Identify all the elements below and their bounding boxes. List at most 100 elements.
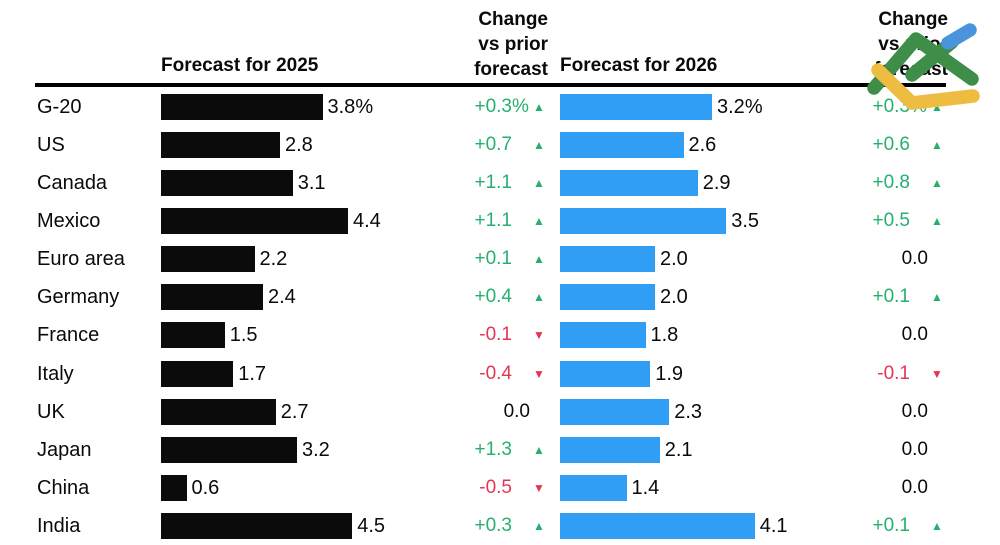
change-2026: +0.6	[800, 126, 910, 164]
value-number: 1.5	[229, 324, 258, 347]
down-arrow-icon: ▼	[533, 366, 545, 381]
table-row: G-20 3.8% +0.3% ▲ 3.2% +0.3% ▲	[0, 88, 1000, 126]
row-label: US	[37, 134, 65, 157]
value-2026: 2.3	[674, 393, 702, 431]
change-2025: +0.3%	[400, 88, 528, 126]
table-row: China 0.6 -0.5 ▼ 1.4 0.0	[0, 469, 1000, 507]
change-number: 0.0	[901, 248, 928, 270]
up-arrow-icon: ▲	[533, 290, 545, 305]
value-number: 2.2	[259, 248, 288, 271]
change-2026: +0.1	[800, 278, 910, 316]
bar-2026	[560, 208, 727, 235]
bar-2025	[161, 132, 280, 159]
value-2025: 3.8%	[328, 88, 374, 126]
change-number: 0.0	[901, 324, 928, 346]
change-number: 0.0	[901, 438, 928, 460]
bar-2025	[161, 512, 353, 539]
table-row: India 4.5 +0.3 ▲ 4.1 +0.1 ▲	[0, 507, 1000, 545]
change-2026: 0.0	[818, 431, 928, 469]
change-2025: +1.1	[400, 164, 512, 202]
change-number: +0.6	[872, 134, 910, 156]
column-header-change-2025: Change vs prior forecast	[420, 7, 548, 82]
bar-2025	[161, 208, 348, 235]
change-number: +0.8	[872, 172, 910, 194]
value-number: 2.0	[660, 248, 688, 271]
change-number: +0.4	[474, 286, 512, 308]
bar-2026	[560, 284, 655, 311]
value-2026: 1.4	[632, 469, 660, 507]
up-arrow-icon: ▲	[931, 100, 943, 114]
change-2025: -0.4	[400, 355, 512, 393]
change-number: 0.0	[503, 400, 530, 422]
value-number: 2.6	[688, 134, 717, 157]
bar-2025	[161, 436, 297, 463]
change-header-line: Change	[478, 9, 548, 30]
change-2026: +0.5	[800, 202, 910, 240]
change-2026: +0.8	[800, 164, 910, 202]
change-2026: 0.0	[818, 469, 928, 507]
down-arrow-icon: ▼	[931, 366, 943, 381]
change-number: 0.0	[901, 400, 928, 422]
change-2025: +0.4	[400, 278, 512, 316]
bar-2026	[560, 322, 646, 349]
table-row: UK 2.7 0.0 2.3 0.0	[0, 393, 1000, 431]
row-label: Canada	[37, 172, 108, 195]
value-2026: 3.5	[731, 202, 759, 240]
value-number: 3.8	[327, 96, 356, 118]
change-2026: -0.1	[800, 355, 910, 393]
value-2025: 2.7	[281, 393, 309, 431]
change-2026: +0.1	[800, 507, 910, 545]
value-number: 2.0	[660, 286, 688, 309]
up-arrow-icon: ▲	[931, 176, 943, 191]
value-2025: 2.4	[268, 278, 296, 316]
value-number: 3.2	[302, 438, 330, 461]
value-number: 2.9	[702, 172, 731, 195]
change-number: +0.1	[872, 514, 910, 536]
change-2026: 0.0	[818, 316, 928, 354]
row-label: France	[37, 324, 100, 347]
value-number: 1.8	[650, 324, 679, 347]
value-number: 2.1	[664, 438, 693, 461]
up-arrow-icon: ▲	[931, 138, 943, 153]
bar-2026	[560, 474, 627, 501]
value-2025: 1.5	[230, 316, 258, 354]
bar-2026	[560, 170, 698, 197]
bar-2025	[161, 322, 225, 349]
bar-2025	[161, 246, 255, 273]
value-number: 3.2	[717, 96, 745, 118]
down-arrow-icon: ▼	[533, 480, 545, 495]
bar-2026	[560, 512, 755, 539]
change-2026: 0.0	[818, 240, 928, 278]
up-arrow-icon: ▲	[533, 138, 545, 153]
litefinance-logo-icon	[867, 23, 980, 110]
up-arrow-icon: ▲	[533, 176, 545, 191]
row-label: Mexico	[37, 210, 101, 233]
value-number: 1.7	[238, 362, 267, 385]
row-label: India	[37, 514, 81, 537]
bar-2025	[161, 284, 263, 311]
up-arrow-icon: ▲	[931, 290, 943, 305]
change-2025: +0.3	[400, 507, 512, 545]
change-2025: -0.5	[400, 469, 512, 507]
value-2025: 4.5	[357, 507, 385, 545]
up-arrow-icon: ▲	[533, 252, 545, 267]
up-arrow-icon: ▲	[533, 442, 545, 457]
bar-2026	[560, 132, 684, 159]
change-number: +0.1	[872, 286, 910, 308]
value-suffix: %	[355, 96, 374, 118]
change-2025: -0.1	[400, 316, 512, 354]
change-2025: +1.3	[400, 431, 512, 469]
value-2025: 3.2	[302, 431, 330, 469]
change-2025: 0.0	[418, 393, 530, 431]
value-number: 4.1	[759, 514, 788, 537]
bar-2026	[560, 94, 712, 120]
bar-2025	[161, 170, 293, 197]
change-header-line: Change	[878, 9, 948, 30]
value-2026: 2.9	[703, 164, 731, 202]
change-number: 0.0	[901, 476, 928, 498]
value-2025: 1.7	[238, 355, 266, 393]
value-2025: 0.6	[192, 469, 220, 507]
value-number: 4.4	[353, 210, 381, 233]
change-number: +0.3	[474, 96, 512, 117]
row-label: China	[37, 476, 90, 499]
